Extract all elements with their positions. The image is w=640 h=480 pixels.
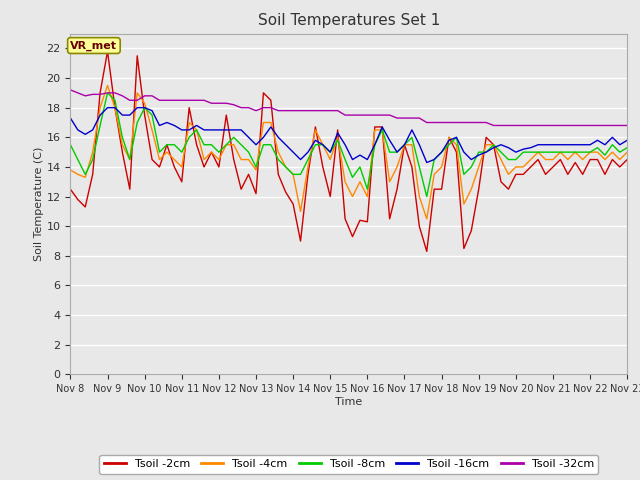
Legend: Tsoil -2cm, Tsoil -4cm, Tsoil -8cm, Tsoil -16cm, Tsoil -32cm: Tsoil -2cm, Tsoil -4cm, Tsoil -8cm, Tsoi… [99, 455, 598, 474]
X-axis label: Time: Time [335, 397, 362, 407]
Text: VR_met: VR_met [70, 40, 117, 51]
Y-axis label: Soil Temperature (C): Soil Temperature (C) [34, 147, 44, 261]
Title: Soil Temperatures Set 1: Soil Temperatures Set 1 [258, 13, 440, 28]
